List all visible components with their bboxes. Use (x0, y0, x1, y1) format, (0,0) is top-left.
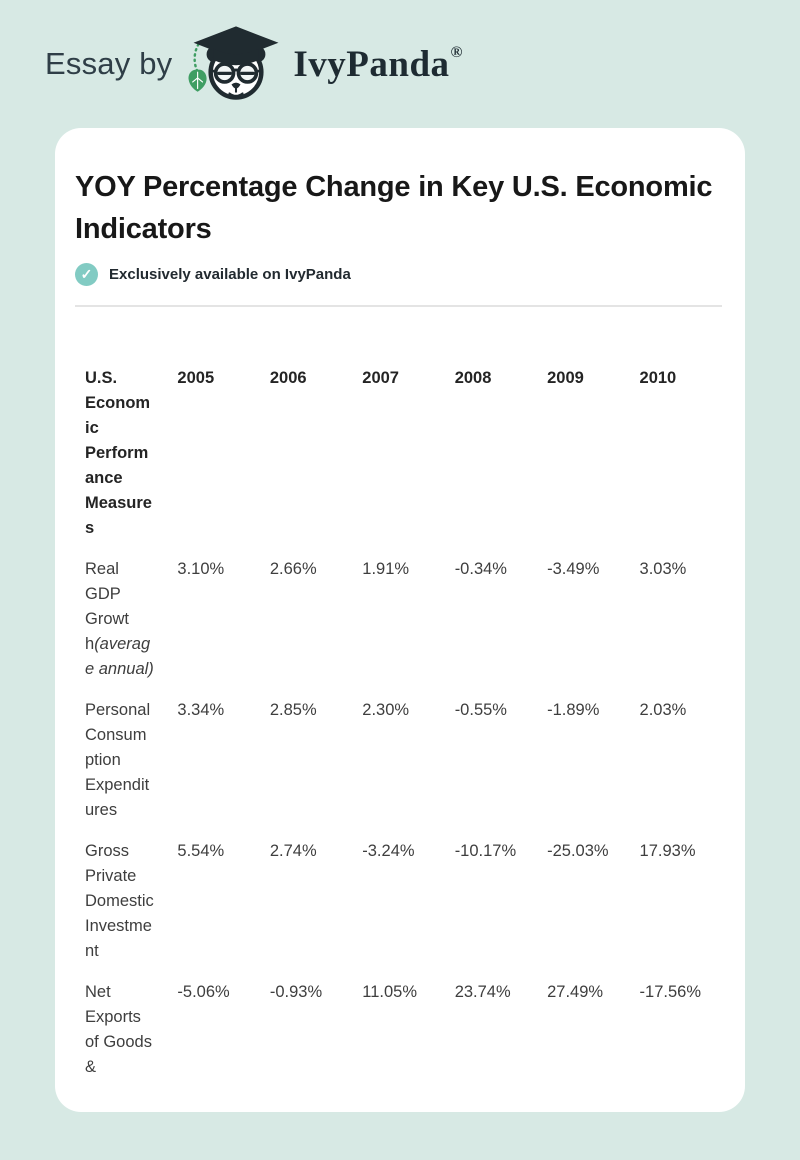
value-cell: 3.10% (177, 560, 225, 578)
brand-wordmark: IvyPanda (293, 43, 450, 85)
value-cell: 1.91% (362, 560, 410, 578)
row-real-gdp-growth: Real GDP Growt h(averag e annual) 3.10% … (75, 549, 722, 690)
value-cell: -25.03% (547, 842, 609, 860)
brand-logo-link[interactable]: IvyPanda ® (187, 20, 462, 108)
value-cell: 2.03% (639, 701, 687, 719)
value-cell: -0.55% (454, 701, 507, 719)
exclusive-badge: ✓ Exclusively available on IvyPanda (75, 263, 722, 286)
value-cell: 3.03% (639, 560, 687, 578)
value-cell: -3.49% (547, 560, 600, 578)
value-cell: -5.06% (177, 983, 230, 1001)
divider (75, 305, 722, 307)
page-title: YOY Percentage Change in Key U.S. Econom… (75, 171, 713, 245)
row-gross-private-investment: Gross Private Domestic Investme nt 5.54%… (75, 831, 722, 972)
year-header-2010: 2010 (639, 369, 677, 387)
value-cell: 2.85% (269, 701, 317, 719)
measure-label: Real GDP Growt h(averag e annual) (75, 549, 167, 690)
value-cell: 23.74% (454, 983, 511, 1001)
check-icon: ✓ (75, 263, 98, 286)
value-cell: 2.74% (269, 842, 317, 860)
essay-by-label: Essay by (45, 46, 173, 81)
value-cell: 27.49% (547, 983, 604, 1001)
value-cell: -17.56% (639, 983, 701, 1001)
indicators-table: U.S. Econom ic Perform ance Measure s 20… (75, 358, 722, 1088)
row-personal-consumption: Personal Consum ption Expendit ures 3.34… (75, 690, 722, 831)
value-cell: 3.34% (177, 701, 225, 719)
measure-column-header: U.S. Econom ic Perform ance Measure s (85, 369, 152, 537)
site-header: Essay by IvyPanda (0, 0, 800, 128)
measure-note: (averag e annual) (85, 635, 154, 678)
value-cell: 11.05% (362, 983, 418, 1001)
value-cell: -1.89% (547, 701, 600, 719)
value-cell: 2.30% (362, 701, 410, 719)
table-header-row: U.S. Econom ic Perform ance Measure s 20… (75, 358, 722, 549)
value-cell: -10.17% (454, 842, 517, 860)
exclusive-label: Exclusively available on IvyPanda (109, 266, 351, 283)
value-cell: -0.34% (454, 560, 507, 578)
measure-text: Real GDP Growt h (85, 560, 130, 653)
value-cell: 2.66% (269, 560, 317, 578)
panda-graduate-icon (188, 26, 279, 100)
value-cell: 17.93% (639, 842, 696, 860)
measure-label: Net Exports of Goods & (85, 983, 152, 1076)
year-header-2008: 2008 (454, 369, 492, 387)
registered-mark: ® (450, 44, 463, 61)
year-header-2009: 2009 (547, 369, 584, 387)
measure-label: Personal Consum ption Expendit ures (85, 701, 151, 819)
year-header-2005: 2005 (177, 369, 215, 387)
value-cell: 5.54% (177, 842, 225, 860)
row-net-exports: Net Exports of Goods & -5.06% -0.93% 11.… (75, 972, 722, 1088)
value-cell: -0.93% (269, 983, 323, 1001)
value-cell: -3.24% (362, 842, 415, 860)
year-header-2006: 2006 (269, 369, 307, 387)
essay-card: YOY Percentage Change in Key U.S. Econom… (55, 128, 745, 1112)
measure-label: Gross Private Domestic Investme nt (85, 842, 154, 960)
year-header-2007: 2007 (362, 369, 399, 387)
